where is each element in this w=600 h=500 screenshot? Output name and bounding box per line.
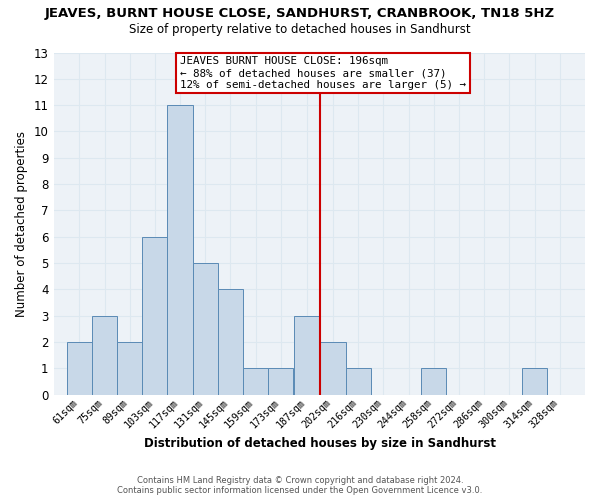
- Bar: [522, 368, 547, 395]
- Bar: [142, 237, 167, 395]
- Bar: [268, 368, 293, 395]
- Bar: [167, 105, 193, 395]
- Text: Size of property relative to detached houses in Sandhurst: Size of property relative to detached ho…: [129, 22, 471, 36]
- Bar: [92, 316, 117, 395]
- Bar: [243, 368, 268, 395]
- Bar: [67, 342, 92, 395]
- Bar: [117, 342, 142, 395]
- Bar: [193, 263, 218, 395]
- Text: JEAVES, BURNT HOUSE CLOSE, SANDHURST, CRANBROOK, TN18 5HZ: JEAVES, BURNT HOUSE CLOSE, SANDHURST, CR…: [45, 8, 555, 20]
- Bar: [320, 342, 346, 395]
- Y-axis label: Number of detached properties: Number of detached properties: [15, 130, 28, 316]
- Bar: [295, 316, 320, 395]
- Text: Contains HM Land Registry data © Crown copyright and database right 2024.
Contai: Contains HM Land Registry data © Crown c…: [118, 476, 482, 495]
- Bar: [421, 368, 446, 395]
- Text: JEAVES BURNT HOUSE CLOSE: 196sqm
← 88% of detached houses are smaller (37)
12% o: JEAVES BURNT HOUSE CLOSE: 196sqm ← 88% o…: [180, 56, 466, 90]
- Bar: [218, 290, 243, 395]
- X-axis label: Distribution of detached houses by size in Sandhurst: Distribution of detached houses by size …: [143, 437, 496, 450]
- Bar: [346, 368, 371, 395]
